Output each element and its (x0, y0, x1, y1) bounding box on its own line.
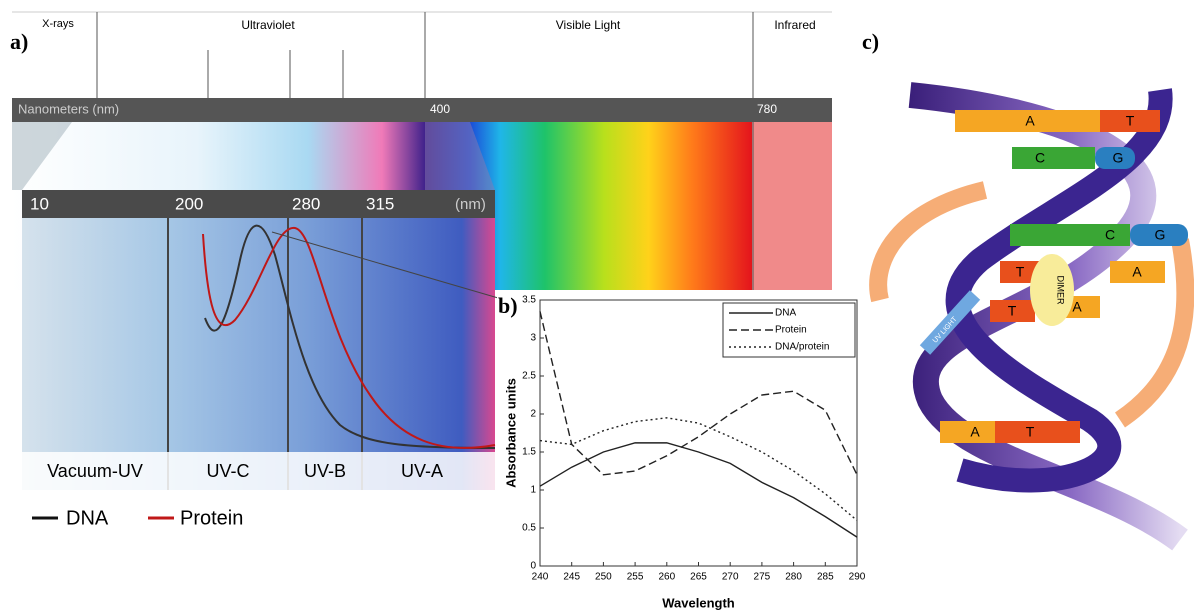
panel-label: c) (862, 29, 879, 54)
base (1012, 147, 1095, 169)
base-label: G (1155, 227, 1166, 243)
x-tick-label: 280 (785, 572, 802, 583)
y-tick-label: 3.5 (522, 295, 536, 306)
zoom-wedge (425, 122, 495, 190)
base (940, 421, 995, 443)
base-label: A (970, 424, 980, 440)
base-label: T (1016, 264, 1025, 280)
legend-label: DNA (775, 308, 796, 319)
x-tick-label: 275 (754, 572, 771, 583)
base (1095, 147, 1135, 169)
absorbance-chart: b) 0 0.5 1 1.5 2 2.5 3 3.5 240 245 250 255 260 265 270… (497, 290, 867, 612)
x-tick-label: 255 (627, 572, 644, 583)
x-tick-label: 265 (690, 572, 707, 583)
band-label-strip (22, 452, 495, 490)
base (1100, 110, 1160, 132)
base-label: T (1126, 113, 1135, 129)
x-tick-label: 285 (817, 572, 834, 583)
uv-scale-bar (22, 190, 495, 218)
dimer-label: DIMER (1056, 276, 1066, 306)
y-tick-label: 2 (530, 409, 536, 420)
scale-tick: 780 (757, 102, 777, 116)
scale-label: Nanometers (nm) (18, 101, 119, 116)
panel-label: a) (10, 29, 28, 54)
base-label: T (1008, 303, 1017, 319)
base (1130, 224, 1188, 246)
uv-tick: 315 (366, 194, 394, 213)
x-tick-label: 240 (532, 572, 549, 583)
base (1110, 261, 1165, 283)
legend-label: Protein (775, 325, 807, 336)
legend-label: DNA/protein (775, 342, 829, 353)
y-tick-label: 0.5 (522, 523, 536, 534)
x-tick-label: 290 (849, 572, 866, 583)
base (1010, 224, 1130, 246)
region-label: Ultraviolet (241, 18, 295, 32)
legend-label: DNA (66, 507, 109, 529)
y-tick-label: 1 (530, 485, 536, 496)
base-label: T (1026, 424, 1035, 440)
y-tick-label: 1.5 (522, 447, 536, 458)
rotation-arrow (869, 181, 1194, 428)
data-line (539, 442, 858, 538)
uv-tick: (nm) (455, 196, 486, 213)
scale-tick: 400 (430, 102, 450, 116)
region-label: X-rays (42, 18, 74, 30)
zoom-wedge (12, 122, 72, 190)
x-axis-label: Wavelength (662, 595, 735, 610)
x-tick-label: 245 (563, 572, 580, 583)
dimer-bubble (1030, 254, 1074, 326)
base-label: A (1072, 299, 1082, 315)
base-label: A (1025, 113, 1035, 129)
backbone-strand (945, 88, 1173, 493)
uv-inset (22, 190, 495, 490)
legend-label: Protein (180, 507, 243, 529)
base-label: C (1035, 150, 1045, 166)
dna-curve (204, 224, 496, 449)
band-label: UV-C (206, 461, 249, 481)
uv-tick: 10 (30, 194, 49, 213)
infrared-band (752, 122, 832, 290)
x-tick-label: 270 (722, 572, 739, 583)
y-tick-label: 3 (530, 333, 536, 344)
uv-arrow (919, 290, 981, 355)
y-axis-label: Absorbance units (503, 378, 518, 488)
base (995, 421, 1080, 443)
band-label: UV-B (304, 461, 346, 481)
x-tick-label: 260 (658, 572, 675, 583)
dna-helix: c) A T C G C G T A T A A T DIMER UV LIGH… (862, 29, 1194, 551)
scale-bar (12, 98, 832, 122)
spectrum-panel: X-rays Ultraviolet Visible Light Infrare… (10, 11, 832, 529)
base (955, 110, 1100, 132)
y-tick-label: 0 (530, 561, 536, 572)
x-tick-label: 250 (595, 572, 612, 583)
band-label: Vacuum-UV (47, 461, 143, 481)
pointer-line (271, 231, 506, 301)
uv-tick: 280 (292, 194, 320, 213)
region-label: Visible Light (556, 18, 621, 32)
band-label: UV-A (401, 461, 443, 481)
base-label: G (1113, 150, 1124, 166)
base-label: A (1132, 264, 1142, 280)
y-tick-label: 2.5 (522, 371, 536, 382)
panel-label: b) (498, 293, 518, 318)
base (990, 300, 1035, 322)
uv-tick: 200 (175, 194, 203, 213)
protein-curve (202, 226, 496, 449)
region-label: Infrared (774, 18, 815, 32)
base-label: C (1105, 227, 1115, 243)
